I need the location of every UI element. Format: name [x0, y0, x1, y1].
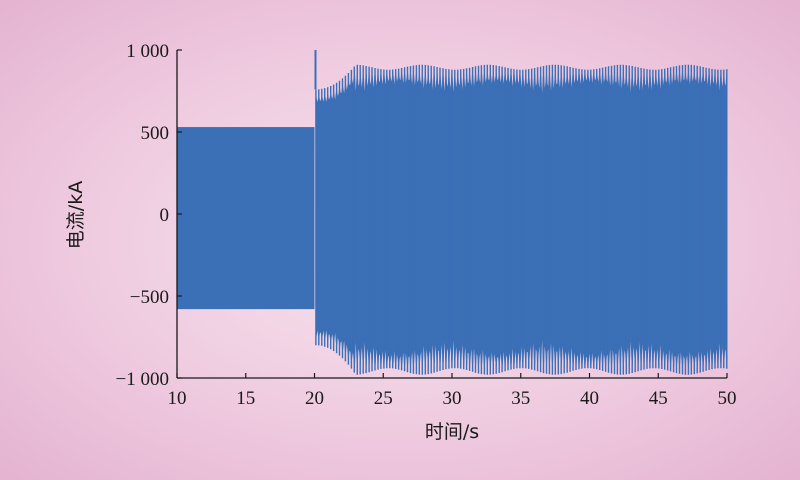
x-tick-label: 40	[580, 388, 599, 409]
x-tick-label: 35	[511, 388, 530, 409]
plot-area	[177, 50, 728, 375]
x-tick-label: 15	[236, 388, 255, 409]
y-tick-label: 500	[141, 123, 170, 144]
x-tick-label: 20	[305, 388, 324, 409]
x-tick-label: 25	[374, 388, 393, 409]
y-tick-label: 1 000	[126, 41, 169, 62]
x-tick-label: 50	[718, 388, 737, 409]
x-tick-label: 10	[168, 388, 187, 409]
x-tick-label: 45	[649, 388, 668, 409]
y-tick-label: 0	[160, 205, 170, 226]
x-axis-title: 时间/s	[425, 421, 479, 443]
axes: 10 15 20 25 30 35 40 45 50 −1 000 −500 0 500 1 000	[116, 41, 737, 409]
y-tick-label: −1 000	[116, 369, 169, 390]
x-tick-label: 30	[443, 388, 462, 409]
y-axis-title: 电流/kA	[65, 181, 87, 249]
waveform-band-pre	[177, 127, 315, 310]
y-tick-label: −500	[130, 287, 169, 308]
